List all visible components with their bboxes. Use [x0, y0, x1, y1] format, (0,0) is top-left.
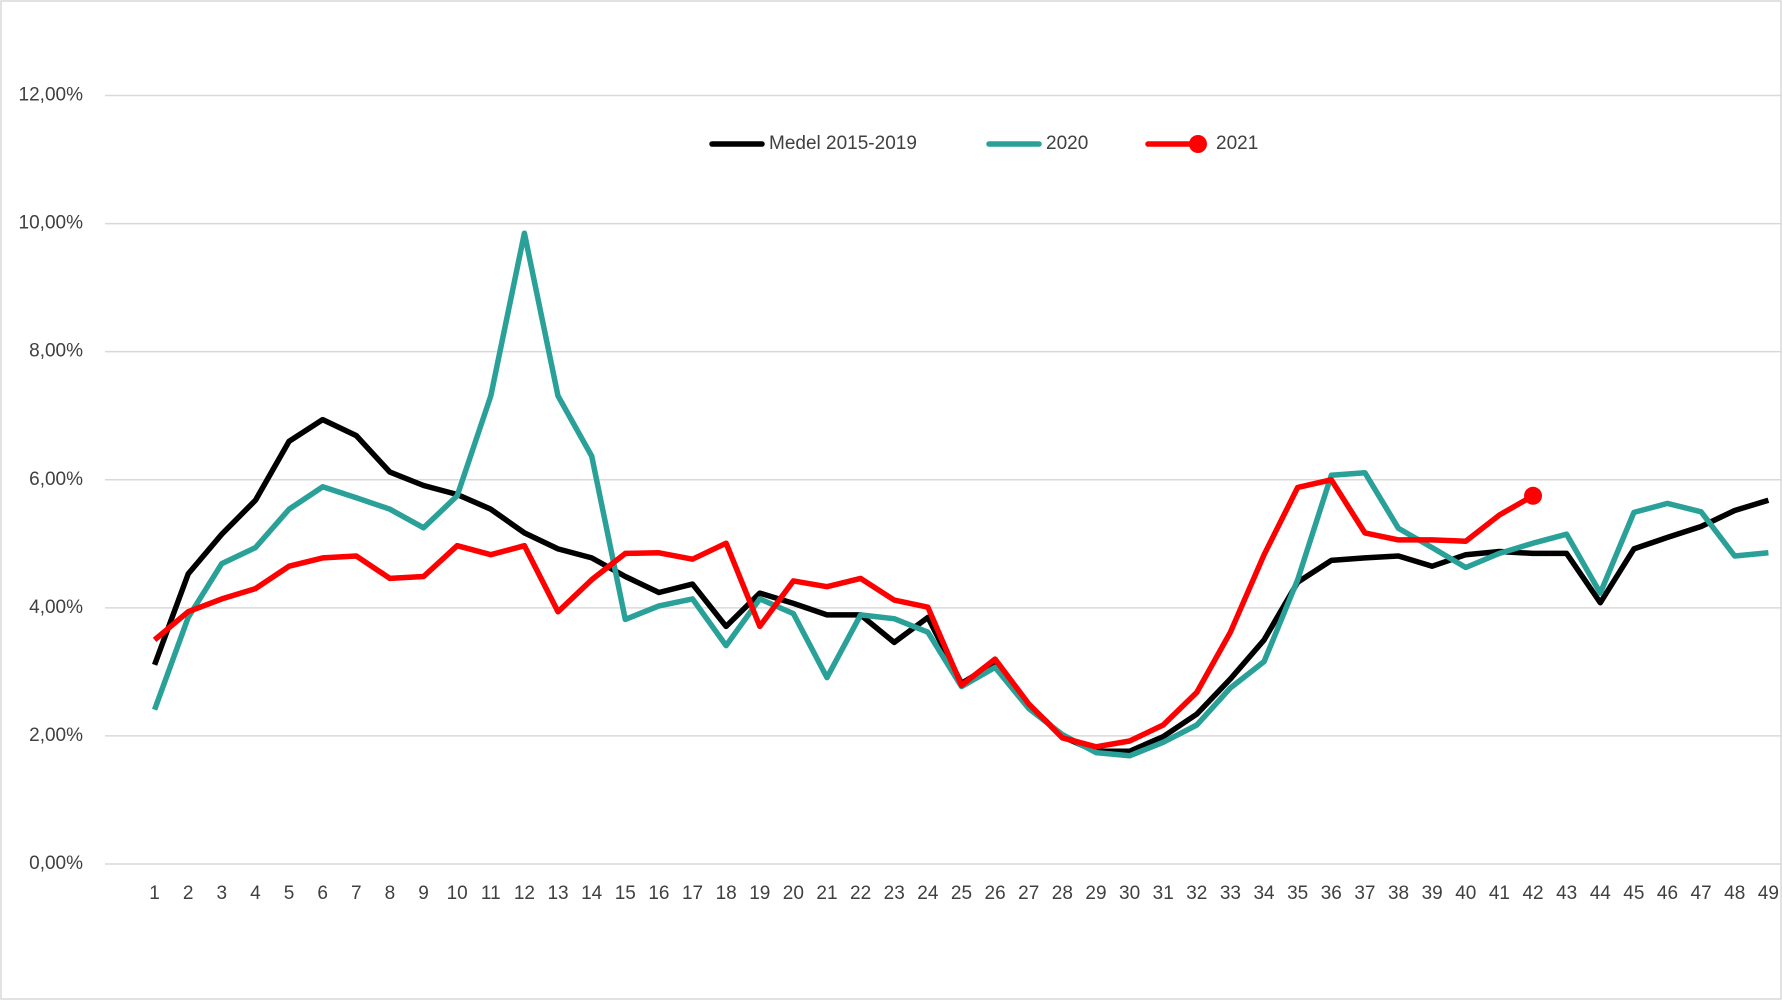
x-tick-label: 25	[951, 883, 972, 904]
x-tick-label: 3	[217, 883, 228, 904]
y-tick-label: 4,00%	[29, 597, 83, 618]
x-tick-label: 46	[1657, 883, 1678, 904]
legend-marker	[1189, 135, 1207, 153]
x-tick-label: 12	[514, 883, 535, 904]
x-tick-label: 15	[615, 883, 636, 904]
x-tick-label: 5	[284, 883, 295, 904]
y-tick-label: 8,00%	[29, 341, 83, 362]
x-tick-label: 49	[1758, 883, 1779, 904]
x-tick-label: 7	[351, 883, 362, 904]
y-tick-label: 12,00%	[19, 85, 84, 106]
x-tick-label: 19	[749, 883, 770, 904]
x-tick-label: 41	[1489, 883, 1510, 904]
end-marker	[1524, 486, 1543, 505]
x-tick-label: 48	[1724, 883, 1745, 904]
legend-label: Medel 2015-2019	[769, 133, 917, 154]
x-tick-label: 6	[317, 883, 328, 904]
x-tick-label: 1	[149, 883, 160, 904]
y-tick-label: 10,00%	[19, 213, 84, 234]
x-tick-label: 18	[716, 883, 737, 904]
x-tick-label: 13	[547, 883, 568, 904]
x-tick-label: 21	[816, 883, 837, 904]
x-tick-label: 9	[418, 883, 429, 904]
x-tick-label: 24	[917, 883, 939, 904]
x-tick-label: 4	[250, 883, 261, 904]
y-tick-label: 6,00%	[29, 469, 83, 490]
x-tick-label: 2	[183, 883, 194, 904]
y-tick-label: 2,00%	[29, 725, 83, 746]
x-tick-label: 20	[783, 883, 804, 904]
x-tick-label: 32	[1186, 883, 1207, 904]
x-tick-label: 33	[1220, 883, 1241, 904]
x-tick-label: 44	[1590, 883, 1612, 904]
x-tick-label: 8	[385, 883, 396, 904]
x-tick-label: 40	[1455, 883, 1476, 904]
x-tick-label: 23	[884, 883, 905, 904]
legend-label: 2021	[1216, 133, 1258, 154]
x-tick-label: 36	[1321, 883, 1342, 904]
x-tick-label: 28	[1052, 883, 1073, 904]
x-tick-label: 39	[1422, 883, 1443, 904]
x-tick-label: 10	[447, 883, 468, 904]
x-tick-label: 37	[1354, 883, 1375, 904]
series-line	[152, 477, 1535, 750]
x-tick-label: 35	[1287, 883, 1308, 904]
legend-label: 2020	[1046, 133, 1088, 154]
x-tick-label: 14	[581, 883, 603, 904]
x-tick-label: 29	[1085, 883, 1106, 904]
x-tick-label: 11	[481, 883, 501, 904]
x-tick-label: 45	[1623, 883, 1644, 904]
x-tick-label: 26	[985, 883, 1006, 904]
y-tick-label: 0,00%	[29, 853, 83, 874]
x-tick-label: 27	[1018, 883, 1039, 904]
x-tick-label: 22	[850, 883, 871, 904]
x-tick-label: 43	[1556, 883, 1577, 904]
x-tick-label: 42	[1522, 883, 1543, 904]
x-tick-label: 34	[1253, 883, 1275, 904]
x-tick-label: 31	[1153, 883, 1174, 904]
x-tick-label: 30	[1119, 883, 1140, 904]
x-tick-label: 16	[648, 883, 669, 904]
x-tick-label: 38	[1388, 883, 1409, 904]
x-tick-label: 17	[682, 883, 703, 904]
x-tick-label: 47	[1691, 883, 1712, 904]
